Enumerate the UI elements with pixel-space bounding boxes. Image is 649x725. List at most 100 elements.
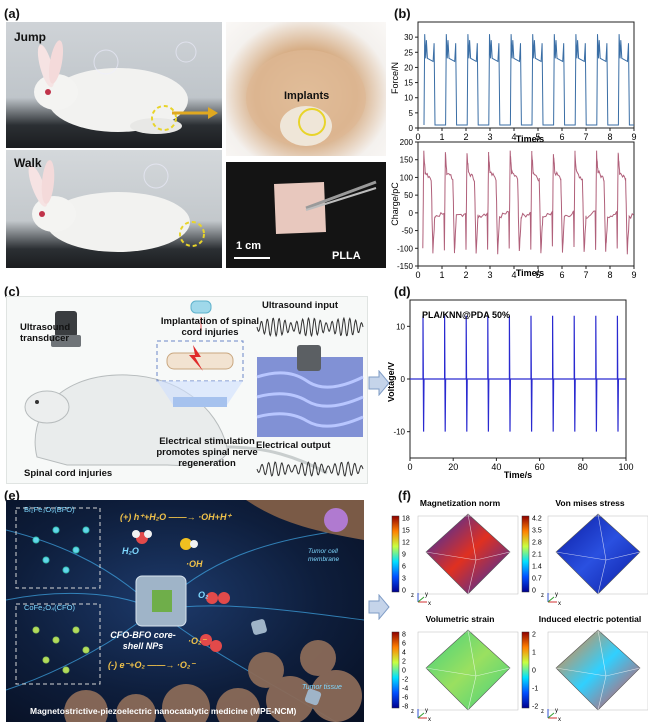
force-ytick-label: 30 <box>404 33 413 42</box>
map-colorbar-tick: 0 <box>532 668 536 675</box>
map-colorbar-tick: 12 <box>402 540 410 547</box>
map-colorbar-tick: -6 <box>402 695 408 702</box>
map-title: Volumetric strain <box>426 614 495 624</box>
implants-photo <box>226 22 386 156</box>
implants-tissue-illustration <box>246 50 366 146</box>
voltage-ylabel: Voltage/V <box>388 362 396 402</box>
map-colorbar-tick: 4.2 <box>532 516 542 523</box>
force-xtick-label: 6 <box>559 132 564 142</box>
voltage-series-line <box>410 315 626 432</box>
spinal-injuries-label: Spinal cord injuries <box>24 468 113 479</box>
force-xtick-label: 2 <box>463 132 468 142</box>
force-xtick-label: 7 <box>583 132 588 142</box>
charge-ytick-label: -150 <box>397 262 414 271</box>
map-colorbar-tick: 3.5 <box>532 528 542 535</box>
map-colorbar-tick: 0 <box>532 588 536 595</box>
arrow-c-to-d-icon <box>368 370 390 396</box>
map-colorbar-tick: 6 <box>402 641 406 648</box>
map-colorbar <box>521 631 530 709</box>
bfo-label: Bi₂Fe₃O₉(BFO) <box>24 505 75 514</box>
map-colorbar-tick: 1.4 <box>532 564 542 571</box>
ultrasound-input-label: Ultrasound input <box>262 300 338 311</box>
force-xtick-label: 5 <box>535 132 540 142</box>
axis-y-label: y <box>425 708 428 714</box>
charge-xtick-label: 4 <box>511 270 516 280</box>
voltage-xlabel: Time/s <box>504 470 532 480</box>
voltage-xtick-label: 0 <box>407 462 412 472</box>
o2-radical-label: ·O₂⁻ <box>188 636 207 646</box>
reaction-top-label: (+) h⁺+H₂O ——→ ·OH+H⁺ <box>120 512 232 522</box>
charge-xtick-label: 3 <box>487 270 492 280</box>
map-colorbar-tick: 6 <box>402 564 406 571</box>
voltage-xtick-label: 100 <box>618 462 633 472</box>
tumor-cell-label: Tumor cell membrane <box>308 548 340 563</box>
map-colorbar <box>391 631 400 709</box>
force-ytick-label: 0 <box>409 124 414 133</box>
map-colorbar-tick: 0 <box>402 588 406 595</box>
force-xtick-label: 8 <box>607 132 612 142</box>
force-ytick-label: 5 <box>409 109 414 118</box>
axis-x-label: x <box>428 717 431 723</box>
map-edge <box>425 667 511 677</box>
map-colorbar-tick: -8 <box>402 704 408 711</box>
h2o-label: H₂O <box>122 546 139 556</box>
implants-label: Implants <box>284 90 330 102</box>
axis-x-label: x <box>558 601 561 607</box>
charge-xlabel: Time/s <box>516 268 544 278</box>
axis-z-label: z <box>411 709 414 715</box>
force-xtick-label: 1 <box>439 132 444 142</box>
stimulation-label: Electrical stimulation promotes spinal n… <box>156 436 258 469</box>
charge-xtick-label: 5 <box>535 270 540 280</box>
map-colorbar-tick: 2.8 <box>532 540 542 547</box>
voltage-ytick-label: 10 <box>396 322 405 331</box>
voltage-ytick-label: -10 <box>393 428 405 437</box>
map-colorbar-tick: -1 <box>532 686 538 693</box>
map-title: Von mises stress <box>555 498 625 508</box>
arrow-e-to-f-icon <box>368 594 390 620</box>
axis-z-label: z <box>411 593 414 599</box>
axis-triad-y <box>417 712 425 719</box>
force-xtick-label: 3 <box>487 132 492 142</box>
map-colorbar-tick: 2 <box>402 659 406 666</box>
force-xtick-label: 9 <box>631 132 636 142</box>
map-title: Magnetization norm <box>420 498 501 508</box>
plla-label: PLLA <box>332 250 361 262</box>
map-edge <box>555 551 641 561</box>
reaction-bottom-label: (-) e⁻+O₂ ——→ ·O₂⁻ <box>108 660 196 670</box>
force-xlabel: Time/s <box>516 134 544 144</box>
oh-label: ·OH <box>186 559 203 569</box>
voltage-xtick-label: 20 <box>448 462 458 472</box>
electrical-output-label: Electrical output <box>256 440 331 451</box>
force-ytick-label: 15 <box>404 79 413 88</box>
axis-x-label: x <box>428 601 431 607</box>
map-colorbar-tick: 2.1 <box>532 552 542 559</box>
panel-c-drawing <box>24 300 364 477</box>
voltage-ytick-label: 0 <box>401 375 406 384</box>
voltage-xtick-label: 60 <box>535 462 545 472</box>
rabbit-walk-illustration <box>28 160 205 252</box>
axis-y-label: y <box>555 592 558 598</box>
arrow-to-implants-icon <box>172 107 218 119</box>
force-ytick-label: 20 <box>404 63 413 72</box>
axis-z-label: z <box>541 593 544 599</box>
transducer-label: Ultrasound transducer <box>20 322 71 344</box>
force-ylabel: Force/N <box>390 62 400 94</box>
map-frame <box>547 515 648 595</box>
charge-xtick-label: 7 <box>583 270 588 280</box>
map-colorbar-tick: 15 <box>402 528 410 535</box>
cfo-label: CoFe₂O₄(CFO) <box>24 603 75 612</box>
np-label: CFO-BFO core-shell NPs <box>110 630 176 651</box>
implantation-label: Implantation of spinal cord injuries <box>160 316 260 338</box>
charge-chart-frame <box>417 141 635 267</box>
map-edge <box>425 551 511 561</box>
force-xtick-label: 4 <box>511 132 516 142</box>
charge-chart: 0 1 2 3 4 5 6 7 8 9 -150 -100 -50 0 50 100 150 200 Charge… <box>390 138 637 280</box>
jump-photo <box>6 22 222 148</box>
map-edge <box>555 667 641 677</box>
charge-xtick-label: 9 <box>631 270 636 280</box>
map-colorbar-tick: 0.7 <box>532 576 542 583</box>
charge-xtick-label: 0 <box>415 270 420 280</box>
voltage-xtick-label: 40 <box>491 462 501 472</box>
